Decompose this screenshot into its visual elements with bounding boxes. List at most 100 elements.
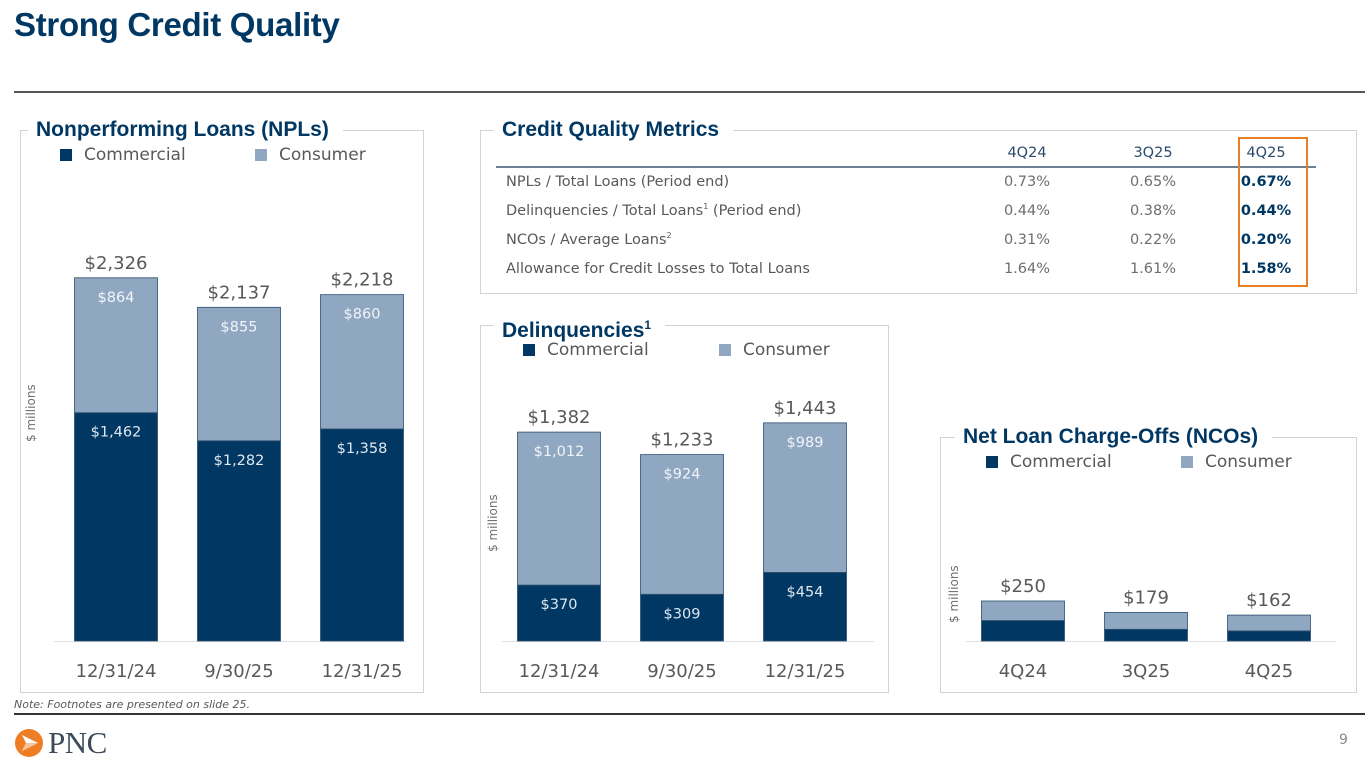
total-label: $2,218 (331, 270, 394, 291)
cell-value: 0.38% (1129, 202, 1177, 219)
total-label: $1,443 (774, 398, 837, 419)
logo-wordmark: PNC (48, 725, 107, 760)
bar-stack: $309 $924 (640, 454, 724, 642)
category-label: 9/30/25 (204, 661, 273, 682)
cell-value: 0.65% (1129, 174, 1177, 190)
highlight-column-box (1238, 137, 1308, 287)
bar-segment-consumer (981, 600, 1065, 621)
bar-segment-consumer (640, 454, 724, 595)
column-header: 4Q24 (964, 140, 1090, 168)
cell-value: 0.44% (1003, 202, 1051, 219)
legend-consumer: Consumer (255, 145, 366, 165)
legend-label: Consumer (743, 340, 830, 360)
legend-label: Commercial (84, 145, 186, 165)
footnote-note: Note: Footnotes are presented on slide 2… (14, 698, 250, 711)
legend-commercial: Commercial (60, 145, 186, 165)
category-label: 12/31/25 (765, 661, 846, 682)
consumer-swatch (255, 149, 267, 161)
slide-title: Strong Credit Quality (14, 6, 340, 43)
segment-label: $864 (98, 290, 135, 306)
segment-label: $924 (664, 467, 701, 483)
legend-label: Consumer (279, 145, 366, 165)
metrics-panel (480, 130, 1357, 294)
bar-segment-commercial (981, 620, 1065, 642)
credit-quality-table: 4Q24 3Q25 4Q25 NPLs / Total Loans (Perio… (496, 140, 1316, 283)
cell-value-highlight: 1.58% (1240, 260, 1292, 277)
table-row: NPLs / Total Loans (Period end) 0.73% 0.… (496, 167, 1316, 196)
total-label: $2,326 (85, 253, 148, 274)
segment-label: $309 (664, 606, 701, 622)
table-row: Allowance for Credit Losses to Total Loa… (496, 254, 1316, 283)
bar-segment-commercial (197, 440, 281, 642)
segment-label: $454 (787, 584, 824, 600)
bar-segment-commercial (1227, 630, 1311, 642)
footnote-marker: 2 (666, 231, 672, 240)
bar-segment-consumer (74, 277, 158, 414)
npl-chart-title: Nonperforming Loans (NPLs) (28, 118, 343, 142)
delinquencies-panel (480, 325, 889, 693)
commercial-swatch (60, 149, 72, 161)
cell-value-highlight: 0.44% (1240, 202, 1292, 219)
row-label: Delinquencies / Total Loans1 (Period end… (506, 202, 802, 219)
consumer-swatch (719, 344, 731, 356)
category-label: 12/31/24 (76, 661, 157, 682)
segment-label: $1,012 (534, 444, 585, 460)
legend-label: Consumer (1205, 452, 1292, 472)
bar-stack (1104, 611, 1188, 642)
cell-value: 0.31% (1003, 231, 1051, 248)
legend-consumer: Consumer (1181, 452, 1292, 472)
total-label: $1,233 (651, 430, 714, 451)
legend-commercial: Commercial (523, 340, 649, 360)
bar-segment-consumer (517, 431, 601, 586)
bar-segment-consumer (1104, 611, 1188, 630)
footnote-marker: 1 (644, 318, 652, 332)
cell-value: 0.22% (1129, 231, 1177, 248)
total-label: $1,382 (528, 407, 591, 428)
pnc-logo: PNC (14, 725, 107, 761)
bar-stack (1227, 614, 1311, 642)
segment-label: $860 (344, 307, 381, 323)
nco-chart-title: Net Loan Charge-Offs (NCOs) (955, 425, 1273, 449)
cell-value: 0.73% (1003, 174, 1051, 190)
commercial-swatch (523, 344, 535, 356)
consumer-swatch (1181, 456, 1193, 468)
category-label: 12/31/24 (519, 661, 600, 682)
bar-segment-consumer (197, 306, 281, 442)
total-label: $250 (1000, 576, 1046, 597)
delinquencies-chart: $370 $1,012 $1,382 12/31/24 $309 $924 $1,233 9/… (502, 398, 874, 682)
row-label: NPLs / Total Loans (Period end) (506, 174, 730, 190)
footnote-marker: 1 (703, 202, 709, 211)
legend-label: Commercial (1010, 452, 1112, 472)
bar-stack: $1,358 $860 (320, 294, 404, 642)
segment-label: $1,462 (91, 425, 142, 441)
commercial-swatch (986, 456, 998, 468)
cell-value-highlight: 0.20% (1240, 231, 1292, 248)
column-header: 3Q25 (1090, 140, 1216, 168)
bar-segment-consumer (763, 422, 847, 573)
bar-segment-commercial (74, 412, 158, 642)
segment-label: $1,282 (214, 453, 265, 469)
cell-value-highlight: 0.67% (1240, 174, 1292, 190)
pnc-triangle-icon (15, 729, 43, 757)
row-label: Allowance for Credit Losses to Total Loa… (506, 260, 810, 277)
title-divider (14, 91, 1365, 93)
nco-chart: $250 4Q24 $179 3Q25 $162 4Q25 (966, 576, 1336, 682)
table-row: NCOs / Average Loans2 0.31% 0.22% 0.20% (496, 225, 1316, 254)
segment-label: $1,358 (337, 441, 388, 457)
bar-segment-consumer (1227, 614, 1311, 632)
total-label: $179 (1123, 587, 1169, 608)
table-header-row: 4Q24 3Q25 4Q25 (496, 140, 1316, 168)
footer-divider (14, 713, 1365, 715)
npl-chart: $1,462 $864 $2,326 12/31/24 $1,282 $855 $2,137… (54, 253, 406, 682)
bar-segment-commercial (763, 571, 847, 642)
legend-commercial: Commercial (986, 452, 1112, 472)
category-label: 3Q25 (1122, 661, 1171, 682)
bar-segment-commercial (1104, 628, 1188, 642)
bar-segment-commercial (640, 593, 724, 642)
cell-value: 1.64% (1003, 260, 1051, 277)
legend-consumer: Consumer (719, 340, 830, 360)
category-label: 4Q25 (1245, 661, 1294, 682)
segment-label: $989 (787, 435, 824, 451)
page-number: 9 (1339, 732, 1348, 748)
bar-stack: $370 $1,012 (517, 431, 601, 642)
